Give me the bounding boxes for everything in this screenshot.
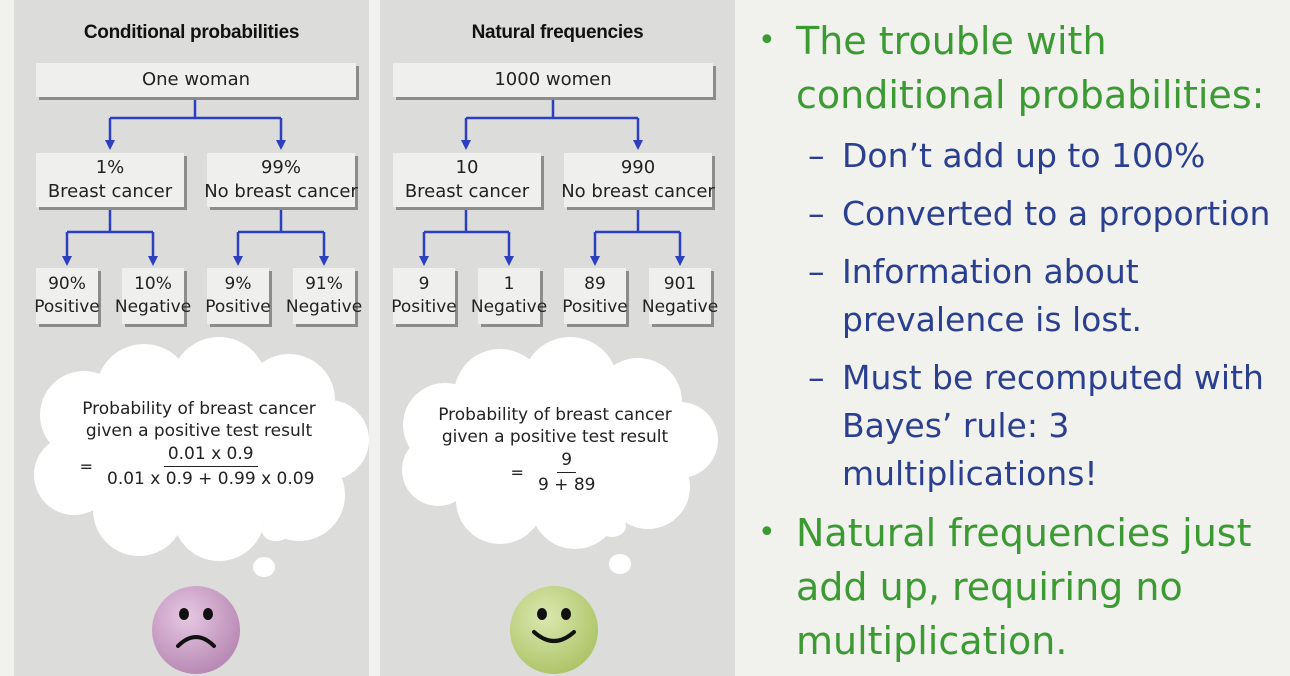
leaf-label: Positive <box>562 297 628 317</box>
root-node: 1000 women <box>393 63 713 97</box>
thought-bubble <box>34 337 369 577</box>
sub-bullet-text: Don’t add up to 100% <box>842 136 1206 175</box>
formula-text: given a positive test result <box>85 421 313 441</box>
node-value: 1% <box>95 157 125 178</box>
bullet-text: Natural frequencies just add up, requiri… <box>796 511 1252 663</box>
leaf-value: 90% <box>48 274 86 294</box>
leaf-value: 901 <box>663 274 697 294</box>
node-value: 10 <box>455 157 479 178</box>
bullet-text: The trouble with conditional probabiliti… <box>796 19 1265 117</box>
formula-text: given a positive test result <box>441 427 669 447</box>
leaf-value: 9% <box>224 274 252 294</box>
panel-title: Conditional probabilities <box>83 22 300 43</box>
formula-text: Probability of breast cancer <box>438 405 672 425</box>
leaf-positive: 9% Positive <box>205 268 271 324</box>
node-no-breast-cancer: 99% No breast cancer <box>204 153 358 207</box>
sub-bullet-text: Converted to a proportion <box>842 194 1271 233</box>
leaf-label: Positive <box>34 297 100 317</box>
sub-bullet-text: Must be recomputed with Bayes’ rule: 3 m… <box>842 358 1264 493</box>
conditional-probabilities-panel: Conditional probabilities One woman 1% B… <box>14 0 369 676</box>
node-breast-cancer: 10 Breast cancer <box>393 153 541 207</box>
sub-bullet-item: – Converted to a proportion <box>756 190 1286 238</box>
leaf-label: Negative <box>114 297 192 317</box>
leaf-value: 89 <box>584 274 606 294</box>
slide-bullets: • The trouble with conditional probabili… <box>756 14 1286 668</box>
numerator: 9 <box>557 450 577 473</box>
sub-bullet-item: – Don’t add up to 100% <box>756 132 1286 180</box>
node-breast-cancer: 1% Breast cancer <box>36 153 184 207</box>
node-label: No breast cancer <box>204 181 358 202</box>
sub-bullet-item: – Must be recomputed with Bayes’ rule: 3… <box>756 354 1286 498</box>
leaf-label: Negative <box>285 297 363 317</box>
node-label: No breast cancer <box>561 181 715 202</box>
leaf-positive: 9 Positive <box>391 268 457 324</box>
numerator: 0.01 x 0.9 <box>163 444 258 467</box>
node-value: 990 <box>620 157 656 178</box>
probability-formula: Probability of breast cancer given a pos… <box>420 404 690 496</box>
formula-text: Probability of breast cancer <box>82 399 316 419</box>
leaf-negative: 1 Negative <box>471 268 547 324</box>
node-value: 99% <box>260 157 301 178</box>
leaf-value: 10% <box>134 274 172 294</box>
panel-title: Natural frequencies <box>471 22 644 43</box>
sub-bullet-item: – Information about prevalence is lost. <box>756 248 1286 344</box>
leaf-value: 9 <box>418 274 430 294</box>
equals-sign: = <box>79 457 93 476</box>
bullet-dot-icon: • <box>758 23 776 58</box>
leaf-negative: 901 Negative <box>642 268 718 324</box>
leaf-label: Negative <box>470 297 548 317</box>
denominator: 9 + 89 <box>537 475 596 495</box>
dash-icon: – <box>808 136 825 175</box>
node-label: Breast cancer <box>47 181 173 202</box>
leaf-value: 1 <box>503 274 515 294</box>
leaf-negative: 91% Negative <box>286 268 362 324</box>
node-label: Breast cancer <box>404 181 530 202</box>
leaf-positive: 90% Positive <box>34 268 100 324</box>
equals-sign: = <box>510 463 524 482</box>
dash-icon: – <box>808 358 825 397</box>
denominator: 0.01 x 0.9 + 0.99 x 0.09 <box>107 469 315 489</box>
natural-frequencies-panel: Natural frequencies 1000 women 10 Breast… <box>380 0 735 676</box>
bullet-item: • Natural frequencies just add up, requi… <box>756 506 1286 668</box>
sub-bullet-text: Information about prevalence is lost. <box>842 252 1142 339</box>
root-label: One woman <box>141 69 251 90</box>
leaf-label: Positive <box>205 297 271 317</box>
bullet-dot-icon: • <box>758 515 776 550</box>
fraction: 0.01 x 0.9 0.01 x 0.9 + 0.99 x 0.09 <box>103 444 318 490</box>
dash-icon: – <box>808 194 825 233</box>
fraction: 9 9 + 89 <box>534 450 600 496</box>
leaf-positive: 89 Positive <box>562 268 628 324</box>
root-label: 1000 women <box>494 69 612 90</box>
happy-face-icon <box>510 586 598 674</box>
node-no-breast-cancer: 990 No breast cancer <box>561 153 715 207</box>
sub-bullet-list: – Don’t add up to 100% – Converted to a … <box>756 132 1286 498</box>
bullet-item: • The trouble with conditional probabili… <box>756 14 1286 122</box>
root-node: One woman <box>36 63 356 97</box>
leaf-label: Positive <box>391 297 457 317</box>
leaf-negative: 10% Negative <box>115 268 191 324</box>
leaf-value: 91% <box>305 274 343 294</box>
sad-face-icon <box>152 586 240 674</box>
leaf-label: Negative <box>641 297 719 317</box>
dash-icon: – <box>808 252 825 291</box>
probability-formula: Probability of breast cancer given a pos… <box>54 398 344 490</box>
thought-bubble <box>402 337 718 574</box>
